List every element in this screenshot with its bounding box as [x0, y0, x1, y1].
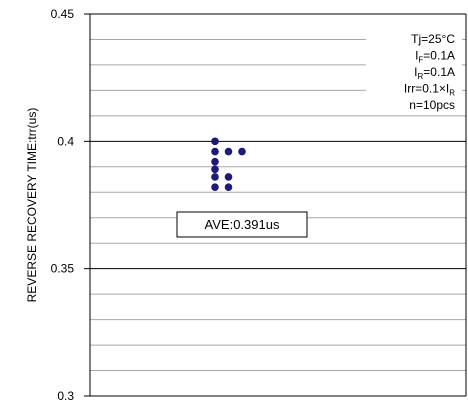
condition-background: [366, 80, 462, 97]
data-point: [238, 147, 246, 156]
y-tick-label: 0.4: [57, 134, 74, 148]
condition-background: [366, 31, 462, 47]
data-point: [211, 165, 219, 174]
average-label: AVE:0.391us: [205, 217, 280, 232]
condition-background: [366, 64, 462, 80]
condition-line: IF=0.1A: [415, 49, 455, 65]
y-axis-ticks: 0.3 0.35 0.4 0.45: [51, 7, 90, 403]
condition-line: IR=0.1A: [414, 65, 455, 81]
y-tick-label: 0.45: [51, 7, 75, 21]
data-point: [211, 183, 219, 191]
data-point: [224, 183, 233, 191]
data-point: [211, 137, 219, 146]
condition-line: n=10pcs: [409, 98, 455, 112]
y-tick-label: 0.35: [51, 262, 75, 276]
condition-background: [366, 47, 462, 64]
data-point: [211, 173, 219, 181]
data-points: [211, 137, 246, 191]
data-point: [224, 173, 233, 181]
gridlines: [90, 38, 466, 372]
average-box: [176, 211, 308, 238]
data-point: [211, 157, 219, 166]
condition-line: Irr=0.1×IR: [404, 82, 455, 98]
data-point: [211, 147, 219, 156]
data-point: [224, 147, 233, 156]
condition-line: Tj=25°C: [411, 32, 455, 46]
y-tick-label: 0.3: [57, 389, 74, 403]
y-axis-label: REVERSE RECOVERY TIME:trr(us): [25, 108, 39, 303]
condition-background: [366, 97, 462, 113]
